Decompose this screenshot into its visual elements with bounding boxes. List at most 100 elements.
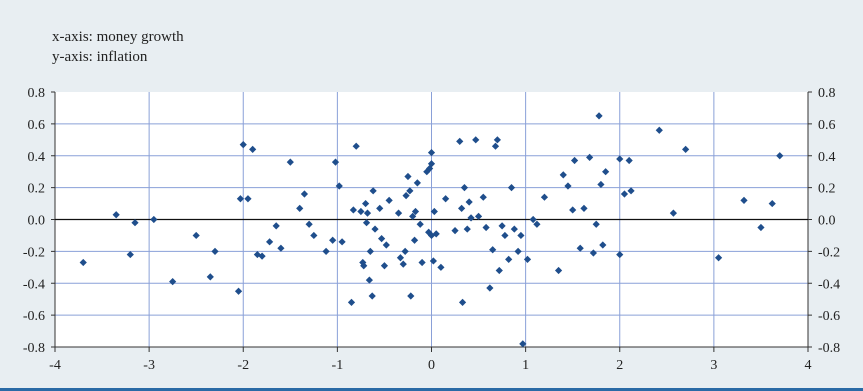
x-axis-note: x-axis: money growth (52, 29, 184, 45)
data-point (211, 247, 219, 255)
data-point (505, 255, 513, 263)
data-point (296, 204, 304, 212)
data-point (479, 193, 487, 201)
data-point (493, 136, 501, 144)
data-point (249, 145, 257, 153)
data-point (451, 227, 459, 235)
data-point (335, 182, 343, 190)
data-point (589, 249, 597, 257)
x-tick-label: 3 (710, 358, 717, 373)
data-point (768, 199, 776, 208)
data-point (352, 142, 360, 150)
data-point (378, 235, 386, 243)
y-tick-label-right: -0.8 (818, 341, 840, 356)
data-point (362, 219, 371, 227)
data-point (338, 238, 346, 246)
data-point (554, 266, 563, 275)
data-point (714, 254, 723, 262)
data-point (169, 278, 177, 286)
data-point (365, 276, 373, 284)
data-point (501, 231, 509, 240)
data-point (416, 220, 424, 228)
y-tick-label-left: 0.8 (28, 86, 46, 101)
data-point (523, 255, 532, 263)
y-tick-label-right: 0.8 (818, 86, 836, 101)
data-point (360, 262, 368, 270)
y-tick-label-left: 0.4 (28, 150, 46, 165)
data-point (406, 187, 414, 195)
y-tick-label-right: 0.6 (818, 118, 836, 133)
data-point (616, 155, 624, 163)
y-tick-label-left: 0.2 (28, 182, 46, 197)
y-tick-label-right: -0.6 (818, 309, 840, 324)
points-layer (79, 112, 784, 348)
data-point (425, 228, 433, 236)
data-point (467, 214, 475, 222)
data-point (79, 258, 87, 267)
x-tick-label: 1 (522, 358, 529, 373)
data-point (472, 136, 480, 144)
data-point (465, 198, 473, 206)
x-tick-label: -3 (143, 358, 155, 373)
data-point (331, 158, 340, 166)
y-tick-label-right: -0.2 (818, 245, 840, 260)
data-point (559, 171, 567, 179)
data-point (569, 206, 577, 214)
data-point (498, 222, 506, 230)
data-point (396, 254, 405, 262)
data-point (482, 223, 490, 232)
data-point (580, 204, 588, 212)
data-point (305, 220, 313, 228)
data-point (495, 266, 503, 275)
data-point (442, 195, 450, 203)
data-point (413, 179, 421, 187)
data-point (244, 195, 252, 203)
data-point (507, 184, 516, 192)
x-tick-label: 0 (428, 358, 435, 373)
data-point (300, 190, 309, 198)
data-point (407, 292, 415, 300)
data-point (206, 273, 214, 281)
data-point (627, 187, 635, 195)
data-point (385, 196, 393, 204)
x-tick-label: 4 (805, 358, 812, 373)
y-tick-label-right: -0.4 (818, 277, 840, 292)
data-point (519, 340, 527, 348)
data-point (409, 212, 417, 220)
data-point (595, 112, 603, 120)
data-point (514, 247, 522, 255)
data-point (576, 244, 584, 252)
data-point (418, 258, 426, 267)
data-point (625, 156, 633, 165)
data-point (402, 191, 410, 200)
data-point (655, 126, 663, 134)
data-point (599, 241, 607, 249)
data-point (564, 182, 572, 190)
data-point (382, 241, 390, 249)
data-point (272, 222, 280, 230)
data-point (529, 215, 537, 224)
data-point (266, 238, 274, 246)
data-point (463, 225, 471, 233)
data-point (432, 230, 440, 238)
data-point (533, 220, 541, 228)
y-tick-label-right: 0.0 (818, 214, 836, 229)
x-tick-label: -2 (237, 358, 249, 373)
y-axis-note: y-axis: inflation (52, 49, 148, 65)
data-point (310, 231, 318, 240)
data-point (429, 257, 437, 265)
data-point (597, 180, 605, 189)
y-tick-label-right: 0.4 (818, 150, 836, 165)
data-point (363, 209, 372, 217)
data-point (329, 236, 337, 244)
data-point (239, 140, 247, 149)
data-point (410, 236, 419, 244)
data-point (486, 284, 494, 292)
data-point (258, 252, 266, 260)
data-point (362, 199, 370, 208)
y-tick-label-left: 0.0 (28, 214, 46, 229)
y-tick-label-left: -0.4 (23, 277, 45, 292)
y-tick-label-left: -0.8 (23, 341, 45, 356)
data-point (286, 158, 294, 166)
